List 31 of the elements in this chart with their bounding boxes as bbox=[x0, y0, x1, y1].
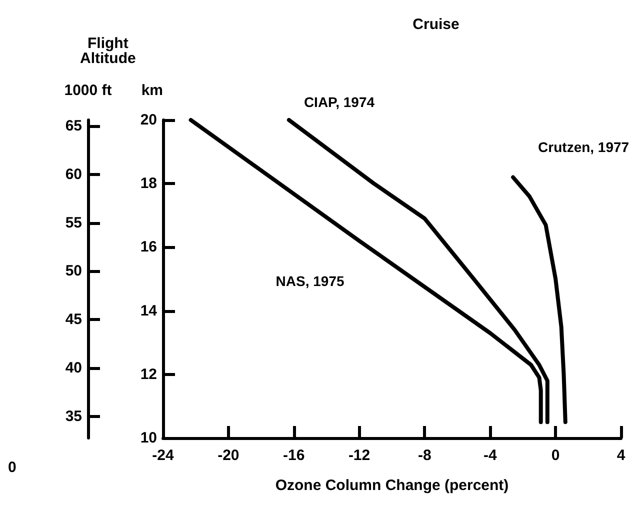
x-tick-label: -24 bbox=[152, 447, 174, 464]
y-tick-label: 12 bbox=[140, 366, 157, 383]
x-tick-label: 0 bbox=[551, 447, 560, 464]
y-tick-label: 18 bbox=[140, 175, 157, 192]
line-series bbox=[511, 175, 568, 424]
chart-title: Cruise bbox=[412, 16, 460, 33]
y2-tick-label: 45 bbox=[65, 311, 82, 328]
y-tick-label: 14 bbox=[140, 302, 158, 320]
y-tick-label: 16 bbox=[140, 238, 157, 256]
y-tick-label: 10 bbox=[140, 430, 157, 446]
y2-tick-label: 55 bbox=[65, 214, 82, 232]
x-axis-title: Ozone Column Change (percent) bbox=[275, 477, 509, 494]
y2-axis-title: 1000 ft bbox=[64, 82, 112, 99]
text: NAS, 1975 bbox=[276, 272, 344, 289]
x-tick-label: -16 bbox=[283, 447, 305, 464]
y2-tick-label: 40 bbox=[65, 360, 82, 377]
y-axis-title: km bbox=[141, 82, 163, 99]
x-tick-label: -8 bbox=[418, 447, 432, 464]
x-tick-label: 4 bbox=[616, 447, 626, 464]
x-tick-label: -4 bbox=[483, 447, 498, 464]
series-label: CIAP, 1974 bbox=[304, 94, 375, 110]
y2-tick-label: 35 bbox=[65, 408, 82, 426]
x-tick-label: -20 bbox=[218, 447, 240, 464]
x-tick-label: -12 bbox=[348, 447, 370, 464]
y2-tick-label: 60 bbox=[65, 166, 82, 183]
y2-tick-label: 65 bbox=[65, 117, 82, 134]
y-tick-label: 20 bbox=[140, 112, 157, 128]
text: Crutzen, 1977 bbox=[538, 139, 630, 156]
text: 0 bbox=[8, 459, 16, 476]
text: Flight Altitude bbox=[80, 35, 136, 67]
y2-tick-label: 50 bbox=[65, 262, 82, 280]
